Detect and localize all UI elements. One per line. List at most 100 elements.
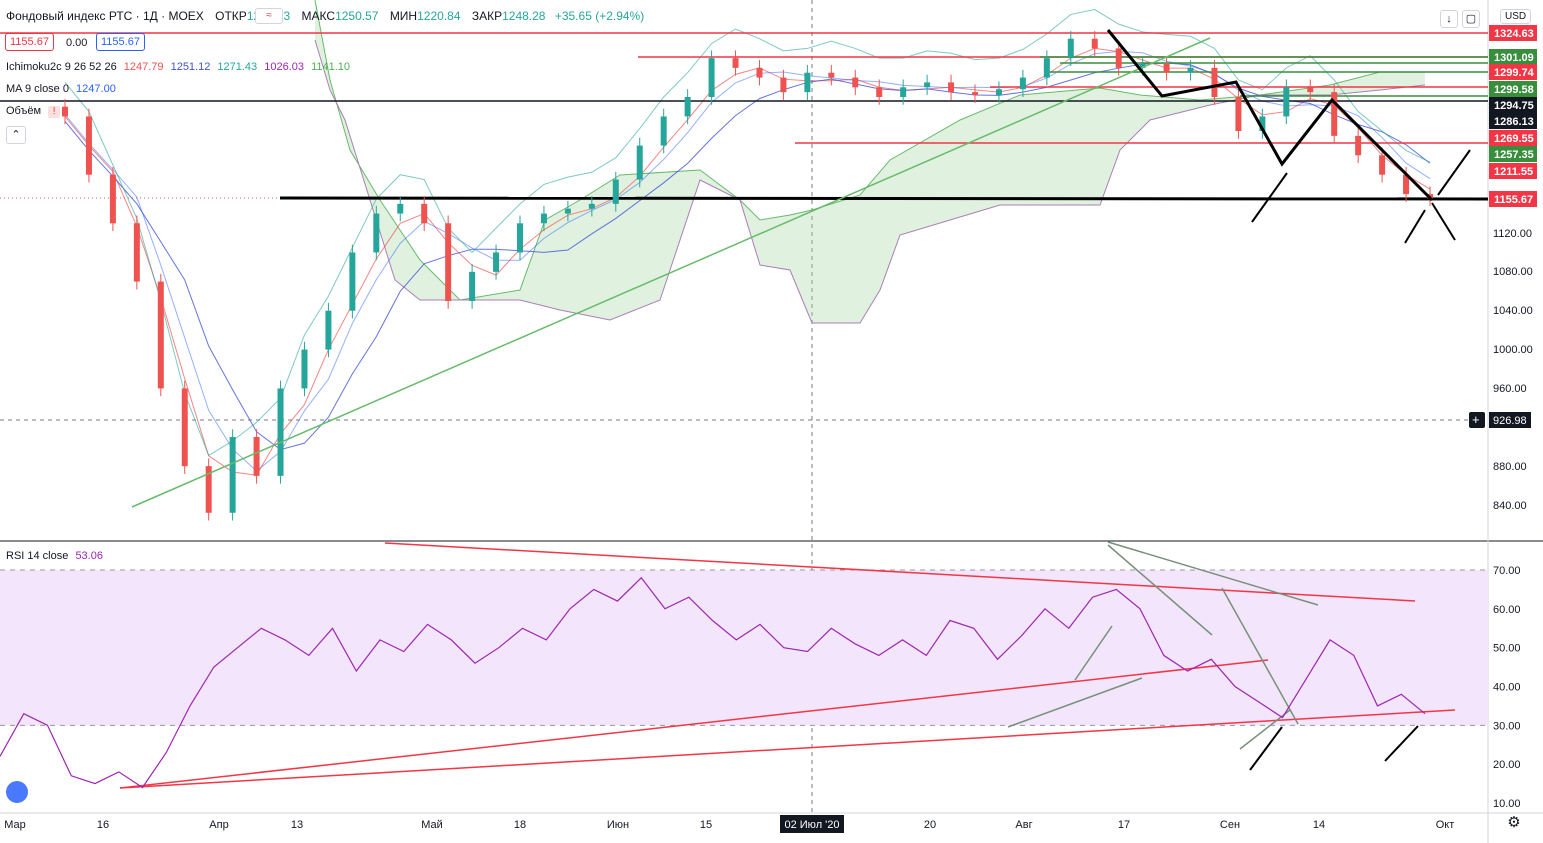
high-value: 1250.57 bbox=[335, 9, 379, 23]
time-tick-label: Май bbox=[421, 819, 443, 831]
high-label: МАКС bbox=[301, 9, 336, 23]
time-tick-label: Окт bbox=[1436, 819, 1455, 831]
tenkan-line bbox=[64, 47, 1431, 476]
arrow-down-icon[interactable]: ↓ bbox=[1440, 10, 1458, 28]
candle-body bbox=[109, 174, 116, 224]
candle-body bbox=[1139, 63, 1146, 68]
collapse-legend-icon[interactable]: ⌃ bbox=[6, 126, 26, 144]
level-badge bbox=[1489, 191, 1537, 207]
candle-body bbox=[1067, 38, 1074, 59]
crosshair-plus-icon bbox=[1469, 412, 1485, 428]
axes: 1120.00 1080.00 1040.00 1000.00 960.00 880.00… bbox=[4, 25, 1537, 833]
ichimoku-value-3: 1271.43 bbox=[217, 61, 258, 73]
rsi-legend[interactable]: RSI 14 close 53.06 bbox=[6, 550, 107, 562]
tradingview-logo-icon bbox=[6, 781, 28, 803]
span-b-line bbox=[314, 39, 1426, 324]
ichimoku-label: Ichimoku2c 9 26 52 26 bbox=[6, 61, 117, 73]
rsi-trend-lower bbox=[119, 709, 1456, 789]
candle-body bbox=[133, 223, 140, 282]
candle-body bbox=[972, 92, 978, 96]
gear-icon[interactable]: ⚙ bbox=[1506, 814, 1522, 831]
candle-body bbox=[780, 77, 787, 93]
ichimoku-legend[interactable]: Ichimoku2c 9 26 52 26 1247.79 1251.12 12… bbox=[6, 61, 354, 73]
span-a-line bbox=[314, 0, 1425, 301]
level-badge-label: 1294.75 bbox=[1494, 100, 1534, 112]
candle-body bbox=[900, 87, 907, 97]
candle-body bbox=[1259, 116, 1266, 131]
candle-body bbox=[732, 58, 739, 68]
price-tick-label: 1000.00 bbox=[1493, 344, 1533, 356]
ma-legend[interactable]: MA 9 close 0 1247.00 bbox=[6, 83, 120, 95]
candle-body bbox=[205, 466, 212, 513]
ichimoku-cloud bbox=[314, 0, 1426, 324]
candle-body bbox=[229, 437, 236, 513]
candle-body bbox=[828, 72, 835, 78]
rsi-tick-label: 30.00 bbox=[1493, 720, 1521, 732]
volume-label: Объём bbox=[6, 105, 42, 117]
level-badge-label: 1301.09 bbox=[1494, 52, 1534, 64]
candle-body bbox=[660, 116, 667, 146]
candle-body bbox=[1043, 58, 1050, 78]
candle-body bbox=[876, 87, 883, 97]
candle-body bbox=[852, 77, 859, 88]
symbol-title[interactable]: Фондовый индекс РТС · 1Д · MOEX bbox=[6, 9, 204, 23]
candle-body bbox=[373, 213, 380, 253]
ichimoku-value-5: 1141.10 bbox=[311, 61, 351, 73]
candle-body bbox=[277, 388, 284, 476]
low-label: МИН bbox=[389, 9, 418, 23]
candle-body bbox=[588, 203, 595, 209]
rsi-label: RSI 14 close bbox=[6, 550, 69, 562]
arrow-icon bbox=[1249, 726, 1283, 771]
candle-body bbox=[349, 252, 356, 311]
rsi-trend-mid bbox=[119, 659, 1269, 789]
level-badge-label: 1324.63 bbox=[1494, 28, 1534, 40]
level-badge bbox=[1489, 25, 1537, 41]
square-icon[interactable]: ▢ bbox=[1462, 10, 1480, 28]
change-value: +35.65 (+2.94%) bbox=[554, 9, 645, 23]
rsi-line bbox=[0, 576, 1426, 789]
spread-value: 0.00 bbox=[66, 37, 88, 49]
candle-body bbox=[636, 145, 643, 180]
arrow-icon bbox=[1384, 725, 1419, 762]
currency-badge[interactable]: USD bbox=[1500, 9, 1532, 24]
drawings bbox=[119, 29, 1471, 789]
candle-body bbox=[1091, 38, 1098, 49]
rsi-trend-gray bbox=[1074, 625, 1113, 681]
price-tick-label: 1040.00 bbox=[1493, 305, 1533, 317]
candle-body bbox=[804, 72, 811, 93]
ask-price[interactable]: 1155.67 bbox=[96, 33, 145, 51]
crosshair-price-label: 926.98 bbox=[1493, 415, 1527, 427]
time-tick-label: 17 bbox=[1118, 819, 1130, 831]
time-tick-label: 20 bbox=[924, 819, 936, 831]
support-line-1155 bbox=[279, 196, 1489, 201]
time-crosshair-badge bbox=[780, 815, 844, 833]
candle-body bbox=[517, 223, 523, 253]
candle-body bbox=[1283, 87, 1290, 117]
level-badge-label: 1257.35 bbox=[1494, 149, 1534, 161]
compare-toggle-icon[interactable]: ≈ bbox=[255, 8, 283, 24]
ichimoku-value-4: 1026.03 bbox=[264, 61, 304, 73]
candle-body bbox=[62, 106, 68, 117]
ma-label: MA 9 close 0 bbox=[6, 83, 69, 95]
trendline-green bbox=[131, 37, 1211, 508]
rsi-series bbox=[0, 576, 1426, 789]
level-badge bbox=[1489, 97, 1537, 113]
volume-legend[interactable]: Объём ! bbox=[6, 105, 64, 118]
cloud-area bbox=[315, 0, 1425, 323]
level-badge-label: 1286.13 bbox=[1494, 116, 1534, 128]
candle-body bbox=[540, 213, 547, 224]
candles bbox=[62, 30, 1433, 521]
rsi-tick-label: 20.00 bbox=[1493, 759, 1521, 771]
warning-icon[interactable]: ! bbox=[48, 106, 61, 118]
bid-price[interactable]: 1155.67 bbox=[5, 33, 54, 51]
crosshair-badge bbox=[1489, 412, 1531, 428]
chikou-line bbox=[64, 9, 1431, 457]
level-badge bbox=[1489, 146, 1537, 162]
low-value: 1220.84 bbox=[417, 9, 461, 23]
candle-body bbox=[85, 116, 92, 175]
candle-body bbox=[1235, 97, 1242, 131]
indicator-lines bbox=[64, 9, 1431, 476]
candle-body bbox=[1331, 92, 1338, 136]
candle-body bbox=[1355, 135, 1362, 156]
